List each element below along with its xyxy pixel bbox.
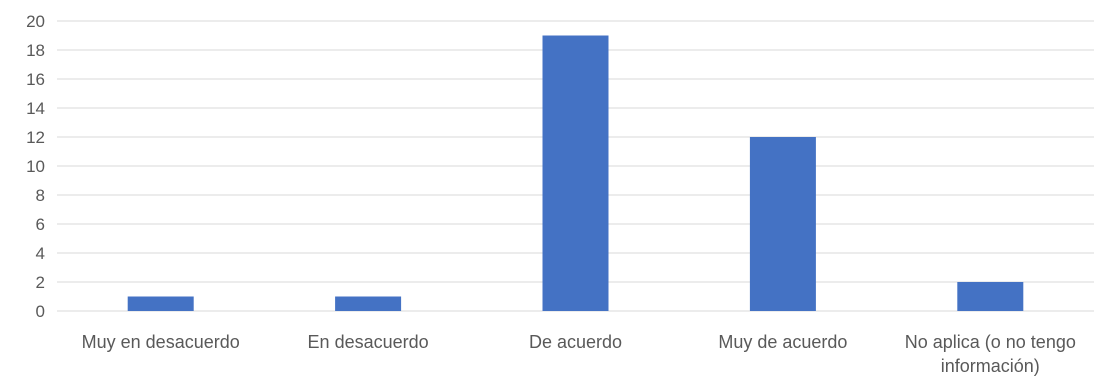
y-tick-label: 2 bbox=[36, 273, 45, 292]
y-tick-label: 12 bbox=[26, 128, 45, 147]
y-tick-label: 20 bbox=[26, 12, 45, 31]
y-tick-label: 0 bbox=[36, 302, 45, 321]
y-tick-label: 10 bbox=[26, 157, 45, 176]
x-category-label-line: En desacuerdo bbox=[308, 332, 429, 352]
y-tick-label: 4 bbox=[36, 244, 45, 263]
bar-4 bbox=[957, 282, 1024, 311]
y-tick-label: 6 bbox=[36, 215, 45, 234]
x-category-label-line: Muy en desacuerdo bbox=[82, 332, 240, 352]
x-category-label-line: Muy de acuerdo bbox=[718, 332, 847, 352]
x-category-label: Muy de acuerdo bbox=[718, 332, 847, 352]
bar-2 bbox=[542, 35, 609, 311]
x-category-label-line: De acuerdo bbox=[529, 332, 622, 352]
bar-0 bbox=[127, 296, 194, 311]
bars bbox=[127, 35, 1024, 311]
x-category-label: No aplica (o no tengo información) bbox=[905, 332, 1076, 376]
x-category-label: De acuerdo bbox=[529, 332, 622, 352]
x-axis-category-labels: Muy en desacuerdo En desacuerdo De acuerdo… bbox=[82, 332, 1076, 376]
y-axis-tick-labels: 0 2 4 6 8 10 12 14 16 18 20 bbox=[26, 12, 45, 321]
x-category-label-line: No aplica (o no tengo bbox=[905, 332, 1076, 352]
bar-1 bbox=[335, 296, 402, 311]
x-category-label-line: información) bbox=[941, 356, 1040, 376]
x-category-label: En desacuerdo bbox=[308, 332, 429, 352]
y-tick-label: 18 bbox=[26, 41, 45, 60]
y-tick-label: 14 bbox=[26, 99, 45, 118]
y-tick-label: 8 bbox=[36, 186, 45, 205]
y-tick-label: 16 bbox=[26, 70, 45, 89]
bar-3 bbox=[749, 137, 816, 311]
x-category-label: Muy en desacuerdo bbox=[82, 332, 240, 352]
